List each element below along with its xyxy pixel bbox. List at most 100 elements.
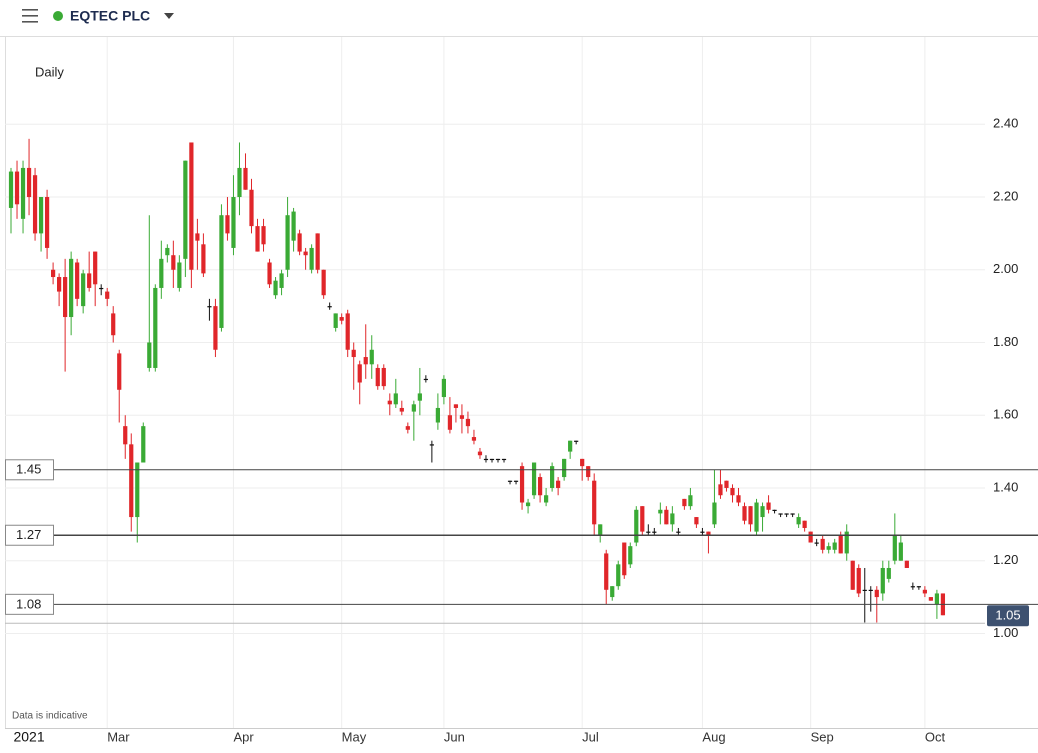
- candle-body: [658, 509, 663, 514]
- candle-body: [423, 378, 428, 381]
- x-tick-label: Mar: [107, 729, 130, 744]
- candle-body: [856, 567, 861, 594]
- candle-body: [87, 273, 92, 288]
- candle-body: [63, 277, 68, 318]
- candle-body: [934, 593, 940, 605]
- menu-button[interactable]: [22, 9, 38, 23]
- candle-body: [826, 546, 831, 550]
- candle-body: [321, 269, 326, 296]
- candle-body: [75, 262, 80, 299]
- candle-body: [556, 480, 561, 488]
- candle-body: [279, 273, 284, 288]
- candle-body: [57, 277, 62, 292]
- price-level-box: [5, 524, 54, 546]
- candle-body: [489, 458, 495, 461]
- price-level-label: 1.45: [16, 462, 41, 477]
- candle-body: [243, 167, 248, 190]
- candle-body: [712, 502, 717, 525]
- candle-body: [393, 393, 398, 405]
- candle-body: [381, 367, 386, 387]
- candle-body: [26, 167, 32, 198]
- candle-body: [519, 466, 525, 503]
- candle-body: [171, 255, 176, 270]
- candle-body: [880, 567, 885, 594]
- candle-body: [748, 506, 753, 525]
- instrument-name[interactable]: EQTEC PLC: [70, 8, 150, 24]
- candle-body: [784, 513, 789, 515]
- candle-body: [105, 291, 110, 299]
- candle-body: [730, 487, 735, 496]
- candle-body: [363, 357, 368, 365]
- candle-body: [44, 197, 50, 248]
- candle-body: [844, 531, 849, 554]
- price-level-label: 1.27: [16, 527, 41, 542]
- candle-body: [820, 538, 825, 550]
- y-tick-label: 1.00: [993, 625, 1018, 640]
- candle-body: [513, 480, 519, 482]
- candle-body: [652, 531, 657, 533]
- candle-body: [351, 349, 356, 358]
- candle-body: [928, 597, 933, 601]
- candle-body: [568, 440, 573, 452]
- candle-body: [862, 589, 867, 591]
- x-tick-label: Jun: [444, 729, 465, 744]
- candle-body: [297, 233, 302, 252]
- candle-body: [417, 393, 422, 401]
- candle-body: [315, 233, 320, 270]
- candle-body: [586, 466, 591, 478]
- candle-body: [333, 313, 338, 328]
- candle-body: [81, 273, 86, 307]
- candle-body: [537, 477, 543, 496]
- candle-body: [898, 542, 903, 561]
- candle-body: [14, 171, 20, 205]
- candle-body: [38, 197, 44, 234]
- candle-body: [165, 247, 170, 256]
- candle-body: [387, 400, 392, 405]
- candle-body: [910, 586, 915, 588]
- y-tick-label: 1.20: [993, 552, 1018, 567]
- candle-body: [291, 211, 296, 241]
- candle-body: [592, 480, 597, 525]
- candle-body: [453, 404, 459, 408]
- candle-body: [32, 175, 38, 234]
- candle-body: [183, 160, 188, 259]
- candle-body: [195, 233, 200, 241]
- x-tick-label: Oct: [925, 729, 946, 744]
- candle-body: [309, 247, 314, 270]
- candle-body: [189, 142, 194, 270]
- candle-body: [772, 509, 777, 511]
- candle-body: [550, 466, 555, 488]
- candle-body: [399, 407, 404, 412]
- candle-body: [604, 553, 609, 590]
- candle-body: [465, 418, 471, 427]
- dropdown-arrow[interactable]: [164, 13, 174, 19]
- x-tick-label: Sep: [811, 729, 834, 744]
- y-tick-label: 1.80: [993, 334, 1018, 349]
- candle-body: [664, 509, 669, 525]
- candle-body: [922, 589, 927, 594]
- candle-body: [459, 415, 465, 419]
- candle-body: [477, 451, 483, 456]
- price-level-box: [5, 459, 54, 481]
- candle-body: [69, 258, 74, 318]
- candle-body: [261, 226, 266, 245]
- candle-body: [724, 480, 729, 488]
- candle-body: [646, 531, 651, 533]
- candle-body: [471, 437, 477, 441]
- candle-body: [20, 167, 26, 219]
- footnote: Data is indicative: [12, 711, 88, 722]
- candle-body: [111, 313, 116, 336]
- candle-body: [676, 531, 681, 533]
- candle-body: [405, 426, 410, 430]
- candle-body: [441, 378, 446, 398]
- candle-body: [580, 458, 585, 467]
- candle-body: [153, 287, 158, 368]
- candle-body: [531, 462, 537, 496]
- y-tick-label: 2.40: [993, 116, 1018, 131]
- candle-body: [303, 251, 308, 256]
- candle-body: [429, 444, 434, 446]
- candle-body: [718, 484, 723, 496]
- candle-body: [610, 586, 615, 598]
- candle-body: [562, 458, 567, 478]
